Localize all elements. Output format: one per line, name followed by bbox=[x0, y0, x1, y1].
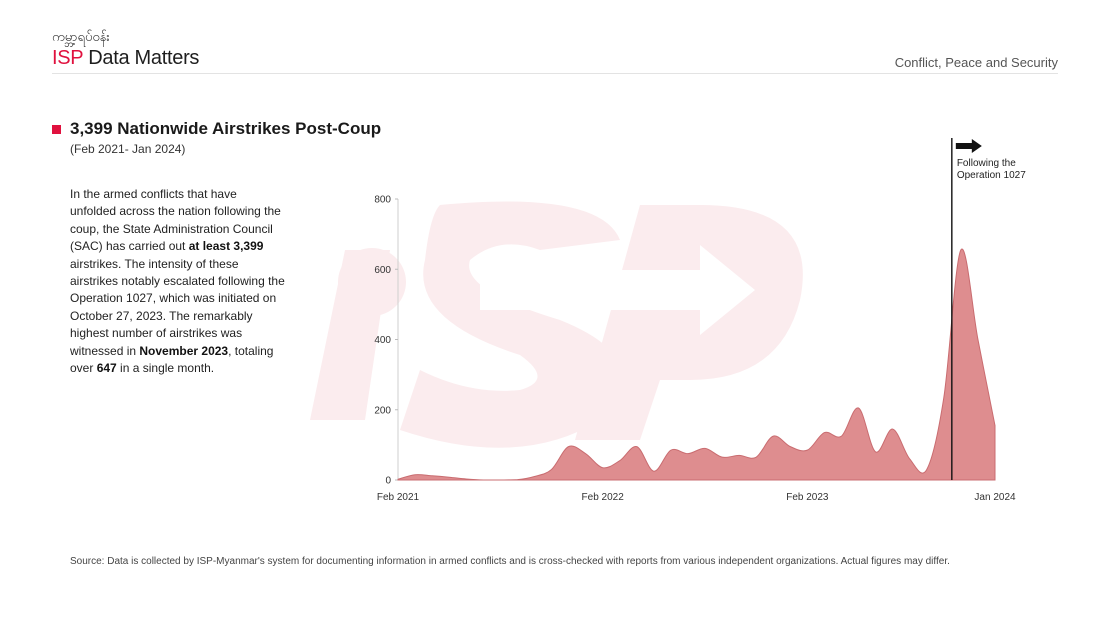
desc-bold-total: 647 bbox=[96, 361, 117, 376]
y-tick-label: 600 bbox=[374, 265, 391, 276]
data-point bbox=[738, 454, 741, 457]
data-point bbox=[448, 476, 451, 479]
data-point bbox=[686, 452, 689, 455]
data-point bbox=[994, 424, 997, 427]
desc-part-1: In the armed conflicts that have unfolde… bbox=[70, 187, 281, 254]
data-point bbox=[652, 470, 655, 473]
source-note: Source: Data is collected by ISP-Myanmar… bbox=[70, 556, 950, 567]
data-point bbox=[601, 466, 604, 469]
watermark-i-icon bbox=[310, 250, 390, 420]
x-tick-label: Feb 2022 bbox=[582, 492, 625, 503]
data-point bbox=[431, 474, 434, 477]
data-point bbox=[891, 428, 894, 431]
data-point bbox=[874, 450, 877, 453]
x-tick-label: Feb 2023 bbox=[786, 492, 829, 503]
desc-bold-month: November 2023 bbox=[139, 343, 229, 358]
annotation-line-2: Operation 1027 bbox=[957, 170, 1026, 181]
data-point bbox=[397, 478, 400, 481]
data-point bbox=[414, 473, 417, 476]
data-point bbox=[755, 456, 758, 459]
data-point bbox=[499, 479, 502, 482]
desc-part-4: in a single month. bbox=[116, 361, 215, 376]
data-point bbox=[465, 477, 468, 480]
brand-myanmar-text: ကမ္ဘာ့ရပ်ဝန်း bbox=[52, 30, 110, 45]
y-tick-label: 800 bbox=[374, 195, 391, 206]
data-point bbox=[533, 475, 536, 478]
data-point bbox=[857, 406, 860, 409]
section-label: Conflict, Peace and Security bbox=[894, 55, 1058, 70]
data-point bbox=[840, 435, 843, 438]
header-divider bbox=[52, 73, 1058, 74]
arrow-right-icon bbox=[955, 139, 982, 153]
data-point bbox=[772, 435, 775, 438]
data-point bbox=[516, 478, 519, 481]
data-point bbox=[806, 449, 809, 452]
title-bullet-icon bbox=[52, 124, 61, 134]
data-point bbox=[704, 447, 707, 450]
watermark-dot-icon bbox=[338, 248, 406, 316]
data-point bbox=[618, 459, 621, 462]
brand-data-matters: Data Matters bbox=[82, 47, 200, 69]
data-point bbox=[959, 248, 962, 251]
data-point bbox=[567, 445, 570, 448]
description-text: In the armed conflicts that have unfolde… bbox=[70, 186, 285, 377]
y-tick-label: 400 bbox=[374, 335, 391, 346]
desc-part-3: , totaling over bbox=[70, 343, 274, 376]
data-point bbox=[823, 431, 826, 434]
title-row: 3,399 Nationwide Airstrikes Post-Coup bbox=[52, 119, 381, 139]
x-tick-label: Jan 2024 bbox=[974, 492, 1016, 503]
y-tick-label: 200 bbox=[374, 405, 391, 416]
data-point bbox=[635, 445, 638, 448]
data-point bbox=[789, 445, 792, 448]
airstrikes-area-series bbox=[397, 248, 996, 481]
data-point bbox=[908, 457, 911, 460]
data-point bbox=[550, 468, 553, 471]
data-point bbox=[925, 468, 928, 471]
data-point bbox=[942, 396, 945, 399]
y-tick-label: 0 bbox=[385, 476, 391, 487]
watermark-s-icon bbox=[400, 201, 623, 448]
page-subtitle: (Feb 2021- Jan 2024) bbox=[70, 142, 186, 156]
watermark-p-icon bbox=[575, 205, 803, 440]
desc-bold-count: at least 3,399 bbox=[188, 239, 264, 254]
desc-part-2: airstrikes. The intensity of these airst… bbox=[70, 256, 285, 358]
data-point bbox=[669, 449, 672, 452]
data-point bbox=[721, 456, 724, 459]
data-point bbox=[482, 479, 485, 482]
watermark-arrow-icon bbox=[480, 245, 755, 335]
annotation-line-1: Following the bbox=[957, 158, 1016, 169]
data-point bbox=[976, 338, 979, 341]
header: ကမ္ဘာ့ရပ်ဝန်း ISP Data Matters bbox=[52, 30, 199, 70]
data-point bbox=[584, 452, 587, 455]
brand-isp: ISP bbox=[52, 47, 83, 69]
page-title: 3,399 Nationwide Airstrikes Post-Coup bbox=[70, 119, 382, 138]
x-tick-label: Feb 2021 bbox=[377, 492, 420, 503]
brand-logo[interactable]: ISP Data Matters bbox=[52, 46, 199, 70]
